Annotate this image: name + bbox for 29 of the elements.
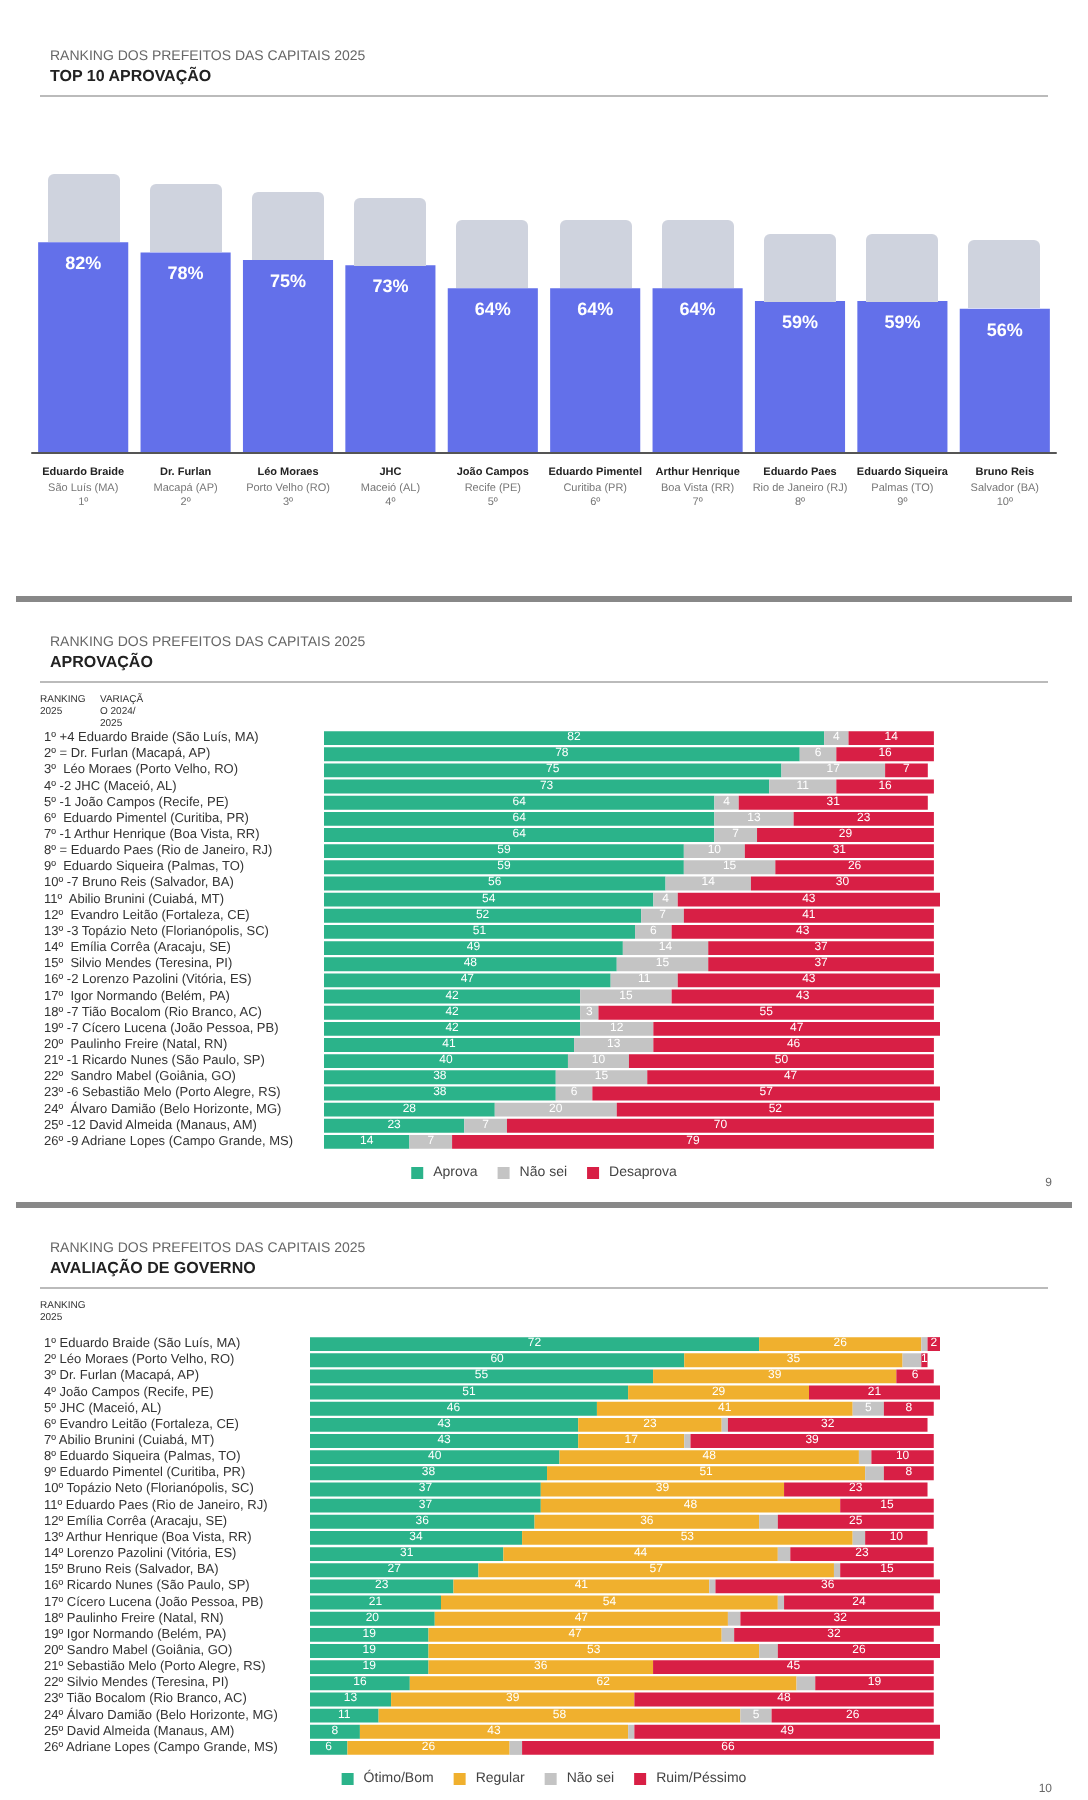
bar [796,1676,816,1691]
bar [509,1740,523,1755]
data-label: 64% [679,299,716,320]
bar [684,1434,691,1448]
bar [852,1530,866,1545]
bar [759,1514,778,1529]
data-label: 59% [884,312,921,333]
bar [721,1417,728,1432]
chart-subtitle: TOP 10 APROVAÇÃO [50,65,212,85]
data-label: 56% [986,319,1023,340]
data-label: 64% [474,299,511,320]
data-label: 82% [65,253,102,274]
bar [777,1547,791,1562]
bar [777,1595,785,1610]
text: AVALIAÇÃO DE GOVERNO [50,1257,256,1277]
data-label: 59% [781,312,819,333]
data-label: 78% [167,263,204,284]
data-label: 64% [577,299,614,320]
bar [833,1563,841,1578]
text: APROVAÇÃO [50,651,153,671]
bar [628,1724,635,1739]
data-label: 75% [269,271,307,292]
bar [409,1134,453,1149]
bar [759,1644,778,1658]
bar [902,1353,922,1368]
bar [740,1708,772,1723]
data-label: 73% [372,276,409,297]
bar [709,1579,716,1594]
bar [921,1337,928,1352]
